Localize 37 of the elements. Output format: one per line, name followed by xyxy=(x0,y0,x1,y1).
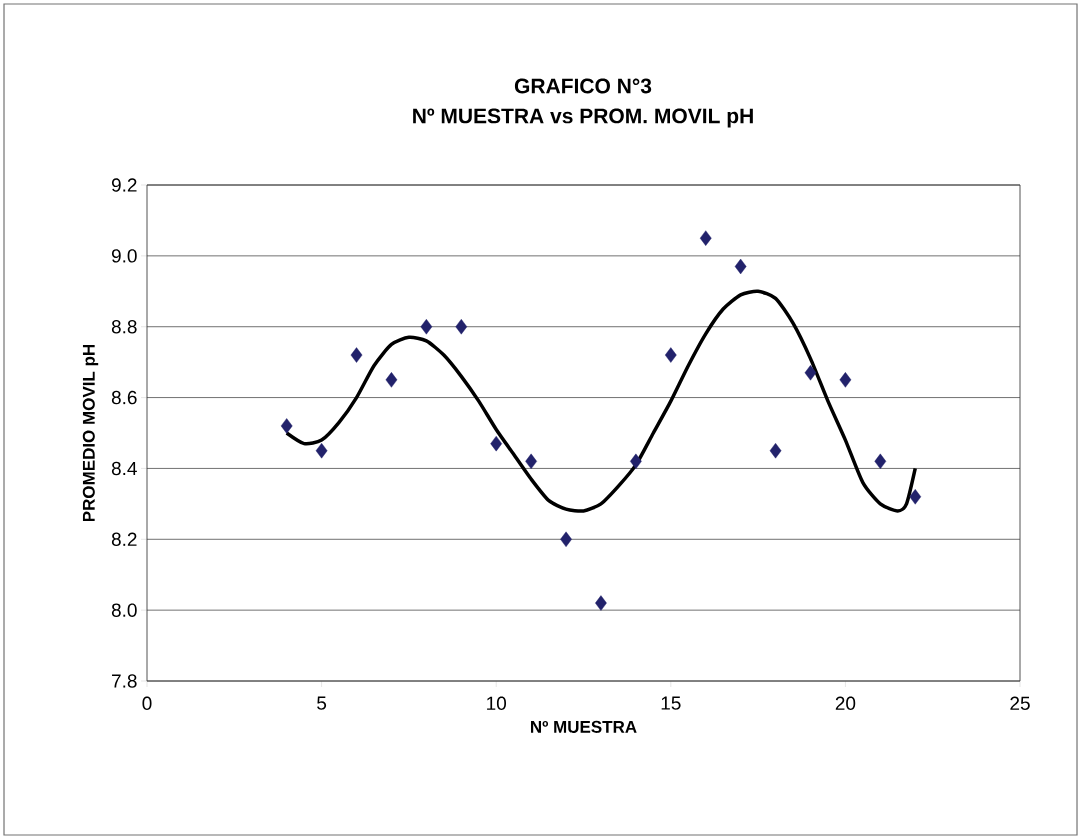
point xyxy=(420,319,433,335)
point xyxy=(804,365,817,381)
x-tick-label: 5 xyxy=(317,696,327,710)
x-tick-label: 20 xyxy=(835,696,856,710)
point xyxy=(350,347,363,363)
y-tick-label: 8.6 xyxy=(111,390,137,405)
x-tick-label: 10 xyxy=(487,696,507,710)
point xyxy=(525,453,537,470)
y-tick-label: 8.2 xyxy=(111,532,137,547)
point xyxy=(699,230,712,246)
chart-title: GRAFICO N°3 xyxy=(514,78,652,94)
point xyxy=(385,372,398,388)
x-axis-title: Nº MUESTRA xyxy=(531,720,637,733)
point xyxy=(769,443,782,459)
point xyxy=(909,489,922,505)
point xyxy=(560,531,572,547)
point xyxy=(280,418,293,434)
point xyxy=(490,435,503,452)
y-tick-label: 9.0 xyxy=(111,249,137,263)
y-tick-label: 9.2 xyxy=(111,178,137,192)
y-tick-label: 8.4 xyxy=(111,461,137,476)
point xyxy=(455,319,468,335)
x-tick-label: 0 xyxy=(142,696,152,710)
point xyxy=(315,443,328,459)
point xyxy=(874,453,887,470)
point xyxy=(664,347,677,363)
x-tick-label: 25 xyxy=(1010,696,1030,710)
y-tick-label: 7.8 xyxy=(112,674,137,688)
point xyxy=(595,595,607,611)
y-axis-title: PROMEDIO MOVIL pH xyxy=(82,344,99,522)
y-tick-label: 8.0 xyxy=(111,603,137,617)
y-tick-label: 8.8 xyxy=(111,319,137,334)
chart-subtitle: Nº MUESTRA vs PROM. MOVIL pH xyxy=(413,108,753,128)
point xyxy=(630,453,642,470)
x-tick-label: 15 xyxy=(661,696,681,710)
point xyxy=(839,372,852,388)
point xyxy=(734,258,747,275)
